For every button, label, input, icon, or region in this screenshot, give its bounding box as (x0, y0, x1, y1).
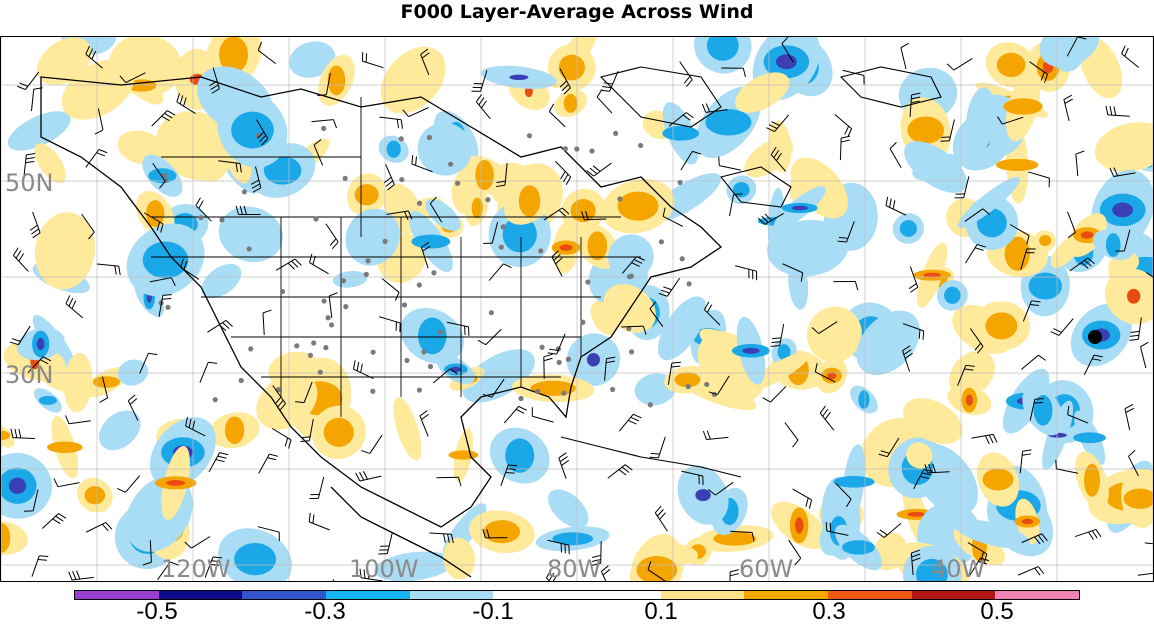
map-canvas (1, 37, 1153, 581)
anomaly-blob (46, 413, 84, 481)
anomaly-blob (448, 427, 478, 484)
anomaly-blob (374, 130, 414, 168)
anomaly-blob (70, 471, 120, 520)
anomaly-blob (621, 527, 693, 581)
anomaly-blob (1, 446, 59, 526)
lat-label-30n: 30N (5, 361, 54, 389)
map-title: F000 Layer-Average Across Wind (0, 0, 1154, 24)
lon-label-40w: 40W (931, 555, 985, 582)
anomaly-blob (535, 523, 611, 555)
lon-label-60w: 60W (739, 555, 793, 582)
anomaly-blob (30, 208, 100, 293)
anomaly-blob (685, 37, 760, 82)
colorbar (74, 590, 1080, 600)
anomaly-blob (595, 171, 680, 241)
anomaly-blob (1, 518, 30, 557)
anomaly-blob (479, 416, 560, 494)
anomaly-blob (332, 269, 368, 289)
marker-dot-icon (1088, 330, 1102, 344)
anomaly-blob (212, 198, 290, 270)
anomaly-blob (195, 257, 247, 305)
anomaly-blob (91, 402, 148, 458)
lon-label-100w: 100W (349, 555, 419, 582)
anomaly-blob (655, 97, 706, 169)
anomaly-blob (887, 208, 929, 249)
lat-label-50n: 50N (5, 169, 54, 197)
map-panel[interactable]: 50N 30N 120W 100W 80W 60W 40W (0, 36, 1154, 582)
lon-label-80w: 80W (547, 555, 601, 582)
anomaly-blob (845, 381, 883, 419)
anomaly-blob (388, 394, 428, 463)
lon-label-120w: 120W (161, 555, 231, 582)
